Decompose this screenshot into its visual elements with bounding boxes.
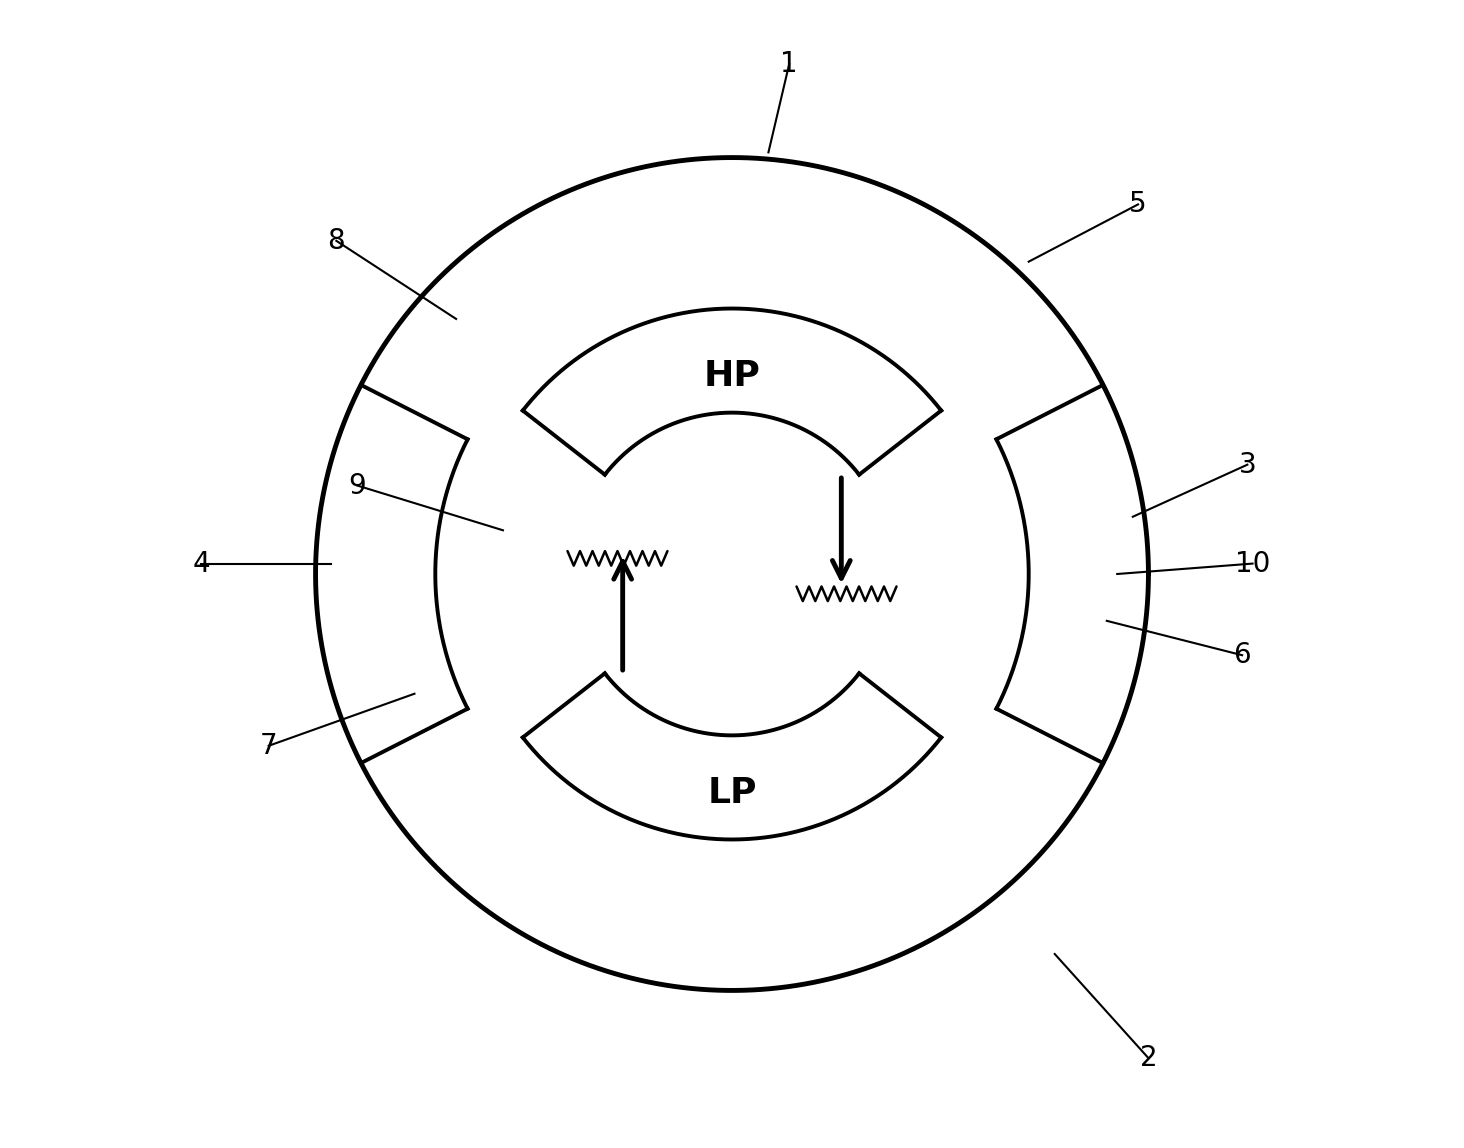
Text: 6: 6 — [1233, 642, 1250, 669]
Text: 10: 10 — [1234, 550, 1271, 577]
Text: 8: 8 — [328, 227, 346, 255]
Text: 7: 7 — [261, 731, 278, 760]
Text: 4: 4 — [192, 550, 209, 577]
Text: 5: 5 — [1129, 191, 1146, 218]
Text: 2: 2 — [1139, 1045, 1157, 1072]
Text: HP: HP — [704, 359, 760, 393]
Text: 3: 3 — [1239, 451, 1256, 479]
Text: LP: LP — [707, 776, 757, 809]
Text: 9: 9 — [348, 472, 366, 499]
Text: 1: 1 — [780, 49, 798, 78]
